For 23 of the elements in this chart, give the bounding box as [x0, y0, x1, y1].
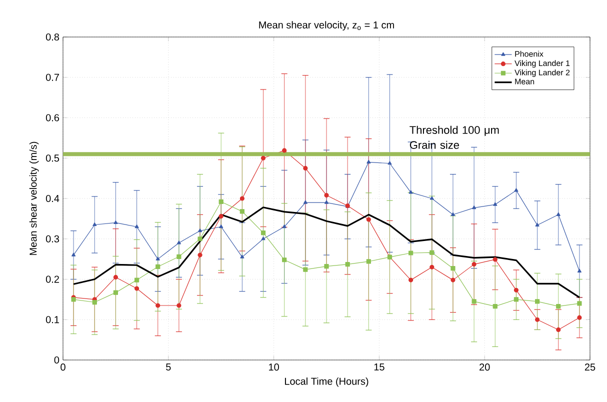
- y-tick-label: 0: [54, 356, 60, 364]
- x-tick-label: 20: [480, 364, 490, 371]
- x-tick-label: 10: [269, 364, 279, 371]
- y-tick-label: 0.6: [46, 114, 60, 122]
- x-tick-label: 15: [374, 364, 384, 371]
- y-tick-label: 0.2: [46, 276, 59, 283]
- y-tick-label: 0.1: [46, 316, 59, 324]
- y-tick-label: 0.8: [46, 33, 60, 41]
- legend-label: Viking Lander 1: [514, 60, 570, 68]
- x-axis-title: Local Time (Hours): [284, 377, 368, 387]
- x-tick-label: 0: [60, 364, 66, 371]
- legend-label: Phoenix: [515, 50, 544, 57]
- legend-label: Mean: [515, 78, 534, 84]
- x-tick-label: 5: [166, 364, 171, 371]
- y-tick-label: 0.7: [46, 74, 59, 81]
- ref-line-label: Threshold 100 μm Grain size: [410, 126, 499, 149]
- y-tick-label: 0.3: [46, 235, 60, 242]
- y-axis-title: Mean shear velocity (m/s): [29, 142, 39, 255]
- y-tick-label: 0.4: [46, 194, 60, 202]
- y-tick-label: 0.5: [46, 154, 60, 162]
- legend-label: Viking Lander 2: [514, 69, 570, 77]
- chart-title: Mean shear velocity, z$_{o}$ = 1 cm: [259, 21, 394, 30]
- x-tick-label: 25: [584, 364, 596, 371]
